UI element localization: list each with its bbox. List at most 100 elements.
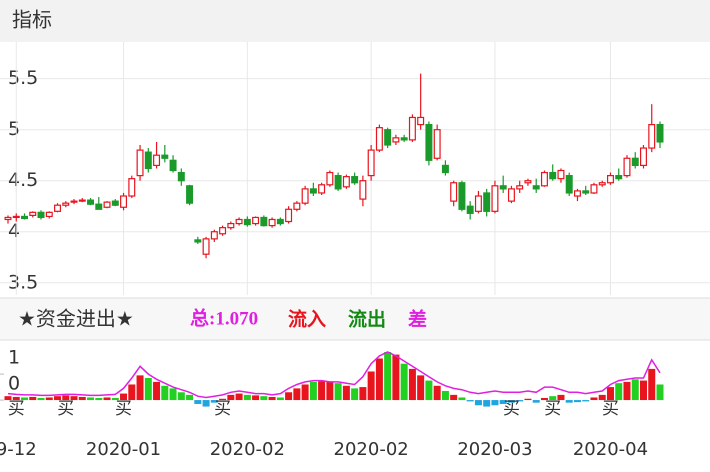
flow-bar xyxy=(78,396,86,401)
candle-body xyxy=(582,190,590,194)
flow-bar xyxy=(285,392,293,401)
flow-bar xyxy=(507,400,515,403)
buy-signal: 买 xyxy=(503,399,520,419)
candle-body xyxy=(417,116,425,126)
flow-bar xyxy=(95,397,103,401)
candle-body xyxy=(111,200,119,206)
candle-body xyxy=(483,192,491,212)
candle-body xyxy=(631,157,639,167)
flow-bar xyxy=(483,400,491,407)
flow-bar xyxy=(4,396,12,401)
candle-body xyxy=(565,175,573,194)
flow-bar xyxy=(491,400,499,406)
flow-bar xyxy=(375,358,383,401)
candle-body xyxy=(21,215,28,220)
flow-bar xyxy=(186,394,194,401)
candle-body xyxy=(557,169,565,180)
flow-bar xyxy=(474,400,482,406)
flow-bar xyxy=(260,396,268,401)
candle-body xyxy=(235,218,243,225)
candle-body xyxy=(507,188,515,202)
candle-body xyxy=(87,199,95,205)
candle-body xyxy=(474,195,482,212)
flow-bar xyxy=(136,375,144,401)
x-tick-label: 2020-02 xyxy=(334,439,409,460)
candle-body xyxy=(62,202,70,206)
candle-body xyxy=(243,218,251,226)
candle-body xyxy=(524,180,532,184)
candle-body xyxy=(202,238,210,255)
candle-body xyxy=(268,218,276,227)
panel-bar xyxy=(0,298,710,340)
flow-bar xyxy=(656,384,664,401)
y-tick-label: 0 xyxy=(8,373,20,395)
flow-bar xyxy=(532,400,540,403)
candle-body xyxy=(342,176,350,188)
flow-bar xyxy=(177,392,185,401)
header-bar xyxy=(0,0,710,42)
candle-body xyxy=(177,171,185,182)
buy-signal: 买 xyxy=(115,399,132,419)
flow-bar xyxy=(276,397,284,401)
flow-bar xyxy=(120,393,128,401)
candle-body xyxy=(367,149,375,177)
x-tick-label: 9-12 xyxy=(0,439,37,460)
flow-bar xyxy=(318,381,326,401)
candle-body xyxy=(466,205,474,214)
buy-signal: 买 xyxy=(214,399,231,419)
panel-title: ★资金进出★ xyxy=(18,307,134,331)
y-tick-label: 5.5 xyxy=(8,67,38,89)
flow-bar xyxy=(400,363,408,401)
candle-body xyxy=(450,182,458,202)
flow-bar xyxy=(582,400,590,402)
flow-bar xyxy=(103,397,111,401)
candle-body xyxy=(499,185,507,190)
flow-bar xyxy=(384,352,392,401)
flow-bar xyxy=(128,384,136,401)
candle-body xyxy=(359,180,367,200)
flow-bar xyxy=(590,397,598,401)
candle-body xyxy=(433,129,441,159)
candle-body xyxy=(194,239,202,243)
candle-body xyxy=(161,154,169,159)
flow-bar xyxy=(524,398,532,401)
flow-bar xyxy=(639,380,648,401)
candle-body xyxy=(656,123,664,143)
flow-bar xyxy=(111,397,119,401)
candle-body xyxy=(425,123,433,161)
legend: 流入 流出差 xyxy=(288,308,427,331)
x-tick-label: 2020-02 xyxy=(210,439,285,460)
flow-bar xyxy=(169,388,177,401)
candle-body xyxy=(640,147,647,167)
flow-bar xyxy=(557,394,565,401)
candle-body xyxy=(491,185,499,212)
flow-bar xyxy=(87,397,95,401)
candle-body xyxy=(95,203,103,210)
candle-body xyxy=(392,137,400,143)
candle-body xyxy=(606,175,614,184)
candle-body xyxy=(598,182,606,186)
y-tick-label: 5 xyxy=(8,118,20,140)
flow-bar xyxy=(326,381,334,401)
candle-body xyxy=(516,185,524,190)
header-title: 指标 xyxy=(12,8,52,32)
flow-bar xyxy=(499,400,507,404)
flow-bar xyxy=(293,388,301,401)
candle-body xyxy=(276,218,284,225)
flow-bar xyxy=(309,381,317,401)
candle-body xyxy=(252,216,260,225)
flow-bar xyxy=(252,395,260,401)
flow-bar xyxy=(70,396,78,401)
flow-bar xyxy=(342,385,350,401)
flow-bar xyxy=(417,375,425,401)
flow-bar xyxy=(598,394,606,401)
candle-body xyxy=(532,185,540,190)
flow-bar xyxy=(202,400,210,407)
buy-signal: 买 xyxy=(544,399,561,419)
candle-body xyxy=(70,200,78,203)
candle-body xyxy=(169,159,177,172)
legend-entry: 流入 xyxy=(288,308,326,331)
diff-line xyxy=(7,351,661,399)
candle-body xyxy=(408,116,416,141)
